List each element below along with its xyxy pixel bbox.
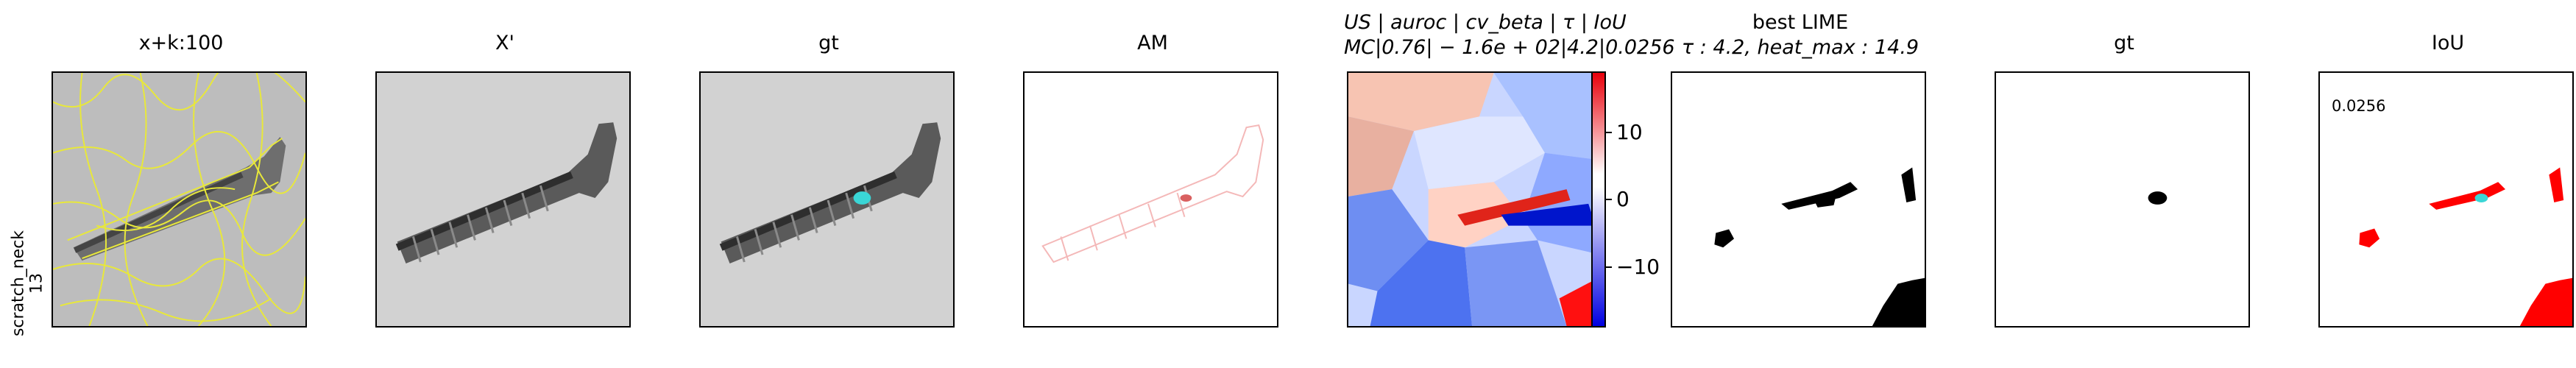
colorbar-label-10: 10: [1616, 120, 1643, 144]
colorbar-tick-neg10: [1604, 266, 1612, 268]
panel-superpixels: [52, 71, 307, 328]
panel-2-title: X': [495, 32, 514, 54]
panel-8-title: IoU: [2431, 32, 2465, 54]
input-image: [377, 73, 629, 326]
panel-anomaly-map: [1023, 71, 1278, 328]
panel-6-title-line2: τ : 4.2, heat_max : 14.9: [1681, 35, 1919, 59]
ground-truth-mask: [1996, 73, 2248, 326]
ground-truth-overlay: [701, 73, 953, 326]
panel-7-title: gt: [2114, 32, 2134, 54]
panel-6-title: best LIME τ : 4.2, heat_max : 14.9: [1668, 10, 1933, 60]
panel-3-title: gt: [818, 32, 839, 54]
panel-best-lime-mask: [1671, 71, 1926, 328]
row-label-name: scratch_neck: [9, 230, 28, 337]
lime-heatmap: [1348, 73, 1601, 326]
panel-5-title-line1: US | auroc | cv_beta | τ | IoU: [1344, 11, 1627, 34]
defect-mask: [853, 191, 871, 205]
screw-shape: [73, 136, 286, 261]
colorbar-tick-0: [1604, 199, 1612, 200]
panel-ground-truth-overlay: [699, 71, 955, 328]
panel-input-image: [375, 71, 631, 328]
panel-iou-overlay: 0.0256: [2318, 71, 2574, 328]
panel-1-title: x+k:100: [138, 32, 224, 54]
iou-overlay: [2320, 73, 2572, 326]
colorbar-label-0: 0: [1616, 187, 1630, 211]
iou-value: 0.0256: [2332, 97, 2386, 115]
colorbar: [1591, 71, 1606, 328]
panel-6-title-line1: best LIME: [1752, 11, 1849, 34]
superpixel-image: [53, 73, 305, 326]
panel-lime-heatmap: [1347, 71, 1602, 328]
anomaly-map: [1025, 73, 1277, 326]
best-lime-mask: [1672, 73, 1925, 326]
panel-5-title: US | auroc | cv_beta | τ | IoU MC|0.76| …: [1344, 10, 1675, 60]
superpixel-contours: [53, 73, 305, 326]
colorbar-label-neg10: −10: [1616, 255, 1660, 279]
panel-ground-truth-mask: [1995, 71, 2250, 328]
row-label-index: 13: [28, 273, 46, 294]
panel-5-title-line2: MC|0.76| − 1.6e + 02|4.2|0.0256: [1344, 35, 1675, 59]
row-label: scratch_neck 13: [6, 230, 50, 337]
panel-4-title: AM: [1137, 32, 1168, 54]
colorbar-tick-10: [1604, 132, 1612, 133]
